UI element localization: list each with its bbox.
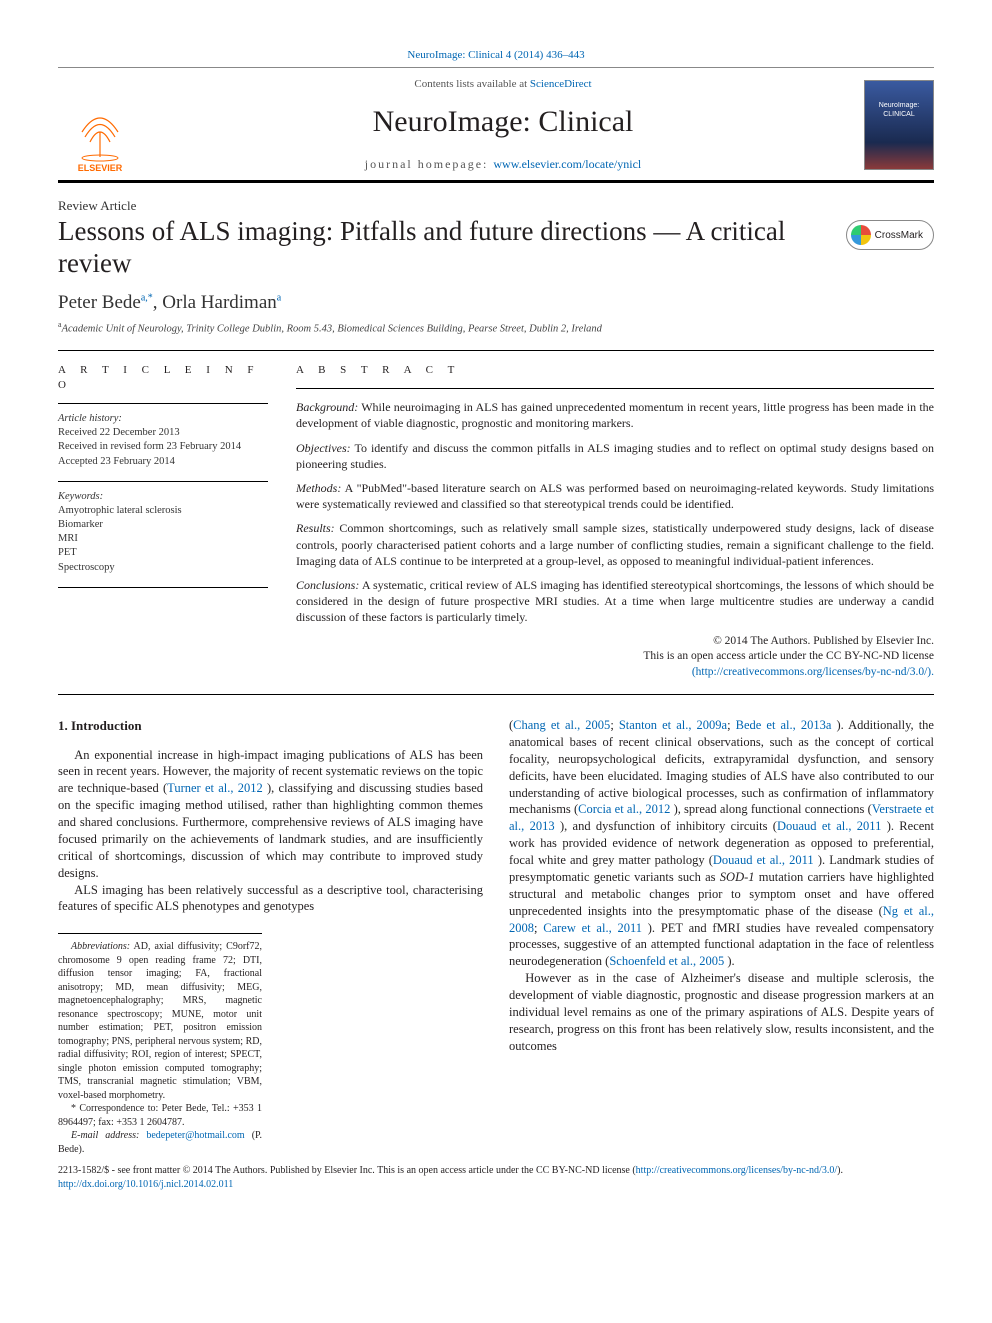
keyword: PET: [58, 546, 268, 560]
crossmark-label: CrossMark: [875, 229, 923, 243]
journal-title: NeuroImage: Clinical: [142, 102, 864, 143]
publisher-name: ELSEVIER: [78, 162, 123, 174]
author-2-affil-marker: a: [277, 293, 281, 304]
body-paragraph: (Chang et al., 2005; Stanton et al., 200…: [509, 717, 934, 970]
citation-link[interactable]: Corcia et al., 2012: [578, 802, 673, 816]
license-link[interactable]: http://creativecommons.org/licenses/by-n…: [636, 1165, 837, 1176]
license-link[interactable]: (http://creativecommons.org/licenses/by-…: [692, 666, 934, 678]
body-paragraph: An exponential increase in high-impact i…: [58, 747, 483, 882]
keyword: Amyotrophic lateral sclerosis: [58, 504, 268, 518]
abstract-column: A B S T R A C T Background: While neuroi…: [296, 363, 934, 680]
citation-link[interactable]: Carew et al., 2011: [543, 921, 648, 935]
author-1: Peter Bede: [58, 292, 141, 313]
divider: [58, 350, 934, 351]
abstract-objectives: Objectives: To identify and discuss the …: [296, 440, 934, 472]
running-head: NeuroImage: Clinical 4 (2014) 436–443: [58, 48, 934, 63]
front-matter: 2213-1582/$ - see front matter © 2014 Th…: [58, 1164, 934, 1191]
divider: [58, 694, 934, 695]
abstract-conclusions: Conclusions: A systematic, critical revi…: [296, 577, 934, 626]
received-date: Received 22 December 2013: [58, 426, 268, 440]
journal-masthead: ELSEVIER Contents lists available at Sci…: [58, 67, 934, 183]
abbreviations-footnote: Abbreviations: AD, axial diffusivity; C9…: [58, 940, 262, 1102]
author-2: Orla Hardiman: [162, 292, 276, 313]
abstract-background: Background: While neuroimaging in ALS ha…: [296, 399, 934, 431]
section-heading-introduction: 1. Introduction: [58, 717, 483, 735]
revised-date: Received in revised form 23 February 201…: [58, 440, 268, 454]
article-history-label: Article history:: [58, 412, 268, 426]
journal-homepage: journal homepage: www.elsevier.com/locat…: [142, 156, 864, 172]
body-paragraph: However as in the case of Alzheimer's di…: [509, 970, 934, 1054]
citation-link[interactable]: Schoenfeld et al., 2005: [609, 954, 727, 968]
keyword: Spectroscopy: [58, 561, 268, 575]
sciencedirect-link[interactable]: ScienceDirect: [530, 78, 592, 90]
keyword: MRI: [58, 532, 268, 546]
article-info-heading: A R T I C L E I N F O: [58, 363, 268, 393]
article-body: 1. Introduction An exponential increase …: [58, 717, 934, 1156]
author-1-affil-marker: a,*: [141, 293, 153, 304]
abstract-heading: A B S T R A C T: [296, 363, 934, 378]
article-info-column: A R T I C L E I N F O Article history: R…: [58, 363, 268, 680]
email-footnote: E-mail address: bedepeter@hotmail.com (P…: [58, 1129, 262, 1156]
doi-link[interactable]: http://dx.doi.org/10.1016/j.nicl.2014.02…: [58, 1179, 233, 1190]
accepted-date: Accepted 23 February 2014: [58, 455, 268, 469]
divider: [296, 388, 934, 389]
journal-cover-thumbnail: NeuroImage: CLINICAL: [864, 80, 934, 170]
crossmark-badge[interactable]: CrossMark: [846, 220, 934, 250]
journal-homepage-link[interactable]: www.elsevier.com/locate/ynicl: [493, 157, 641, 171]
citation-link[interactable]: Turner et al., 2012: [167, 781, 267, 795]
elsevier-tree-icon: [70, 102, 130, 162]
divider: [58, 587, 268, 588]
correspondence-footnote: * Correspondence to: Peter Bede, Tel.: +…: [58, 1102, 262, 1129]
article-type: Review Article: [58, 197, 934, 215]
crossmark-icon: [851, 225, 871, 245]
copyright-block: © 2014 The Authors. Published by Elsevie…: [296, 634, 934, 681]
divider: [58, 403, 268, 404]
keywords-label: Keywords:: [58, 490, 268, 504]
citation-link[interactable]: Douaud et al., 2011: [713, 853, 818, 867]
citation-link[interactable]: Bede et al., 2013a: [736, 718, 837, 732]
citation-link[interactable]: Douaud et al., 2011: [777, 819, 887, 833]
article-title: Lessons of ALS imaging: Pitfalls and fut…: [58, 216, 846, 280]
publisher-logo: ELSEVIER: [58, 76, 142, 174]
abstract-methods: Methods: A "PubMed"-based literature sea…: [296, 480, 934, 512]
abstract-results: Results: Common shortcomings, such as re…: [296, 520, 934, 569]
citation-link[interactable]: Stanton et al., 2009a: [619, 718, 727, 732]
running-head-link[interactable]: NeuroImage: Clinical 4 (2014) 436–443: [407, 49, 584, 61]
divider: [58, 481, 268, 482]
citation-link[interactable]: Chang et al., 2005: [513, 718, 610, 732]
keyword: Biomarker: [58, 518, 268, 532]
contents-available: Contents lists available at ScienceDirec…: [142, 77, 864, 92]
footnotes-block: Abbreviations: AD, axial diffusivity; C9…: [58, 933, 262, 1156]
author-list: Peter Bedea,*, Orla Hardimana: [58, 290, 934, 316]
body-paragraph: ALS imaging has been relatively successf…: [58, 882, 483, 916]
affiliation: aAcademic Unit of Neurology, Trinity Col…: [58, 320, 934, 337]
corresponding-email-link[interactable]: bedepeter@hotmail.com: [146, 1130, 244, 1141]
